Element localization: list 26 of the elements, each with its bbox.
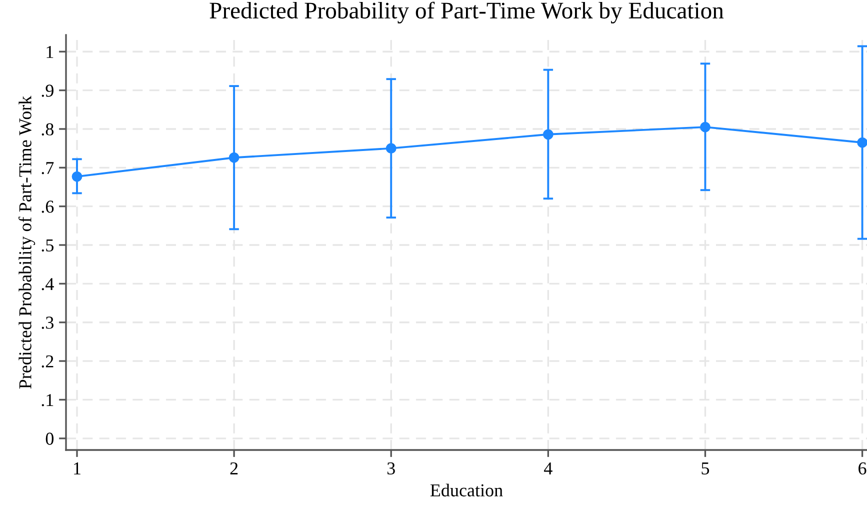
point xyxy=(72,171,82,182)
point xyxy=(700,122,710,132)
y-tick-label: .9 xyxy=(42,84,54,97)
y-tick-label: .2 xyxy=(42,355,54,368)
y-tick-label: .7 xyxy=(42,162,54,174)
y-tick-label: .8 xyxy=(42,123,54,136)
x-tick-label: 3 xyxy=(387,462,395,475)
y-tick-label: .6 xyxy=(42,200,54,213)
x-axis-title: Education xyxy=(430,484,503,496)
x-tick-label: 6 xyxy=(858,462,866,475)
y-tick-label: 1 xyxy=(46,46,54,58)
x-tick-label: 2 xyxy=(230,462,238,474)
x-tick-label: 5 xyxy=(702,462,710,475)
x-tick-label: 1 xyxy=(74,462,80,474)
y-tick-label: .4 xyxy=(42,278,54,290)
point xyxy=(857,137,867,148)
y-tick-label: .3 xyxy=(42,316,54,329)
point xyxy=(386,143,396,154)
point xyxy=(542,129,554,140)
y-tick-label: 0 xyxy=(46,432,54,445)
y-tick-label: .5 xyxy=(42,239,54,252)
chart-title: Predicted Probability of Part-Time Work by Education xyxy=(210,2,724,24)
x-tick-label: 4 xyxy=(544,462,552,474)
y-axis-title: Predicted Probability of Part-Time Work xyxy=(18,96,36,389)
point xyxy=(228,152,240,163)
y-tick-label: .1 xyxy=(42,394,54,406)
